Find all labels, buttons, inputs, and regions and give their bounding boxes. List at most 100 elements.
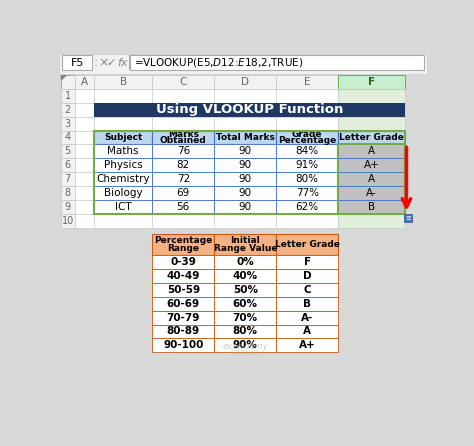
Bar bbox=[276, 172, 338, 186]
Bar bbox=[152, 172, 214, 186]
Bar bbox=[61, 145, 75, 158]
Bar bbox=[94, 172, 152, 186]
Bar bbox=[152, 339, 214, 352]
Bar bbox=[152, 311, 214, 325]
Text: 90: 90 bbox=[239, 146, 252, 156]
Bar bbox=[214, 297, 276, 311]
Bar bbox=[276, 145, 338, 158]
Text: F: F bbox=[304, 257, 311, 267]
Bar bbox=[214, 200, 276, 214]
Text: 90: 90 bbox=[239, 160, 252, 170]
Bar bbox=[61, 186, 75, 200]
Bar bbox=[152, 131, 214, 145]
Text: A+: A+ bbox=[299, 340, 316, 351]
Bar bbox=[75, 117, 94, 131]
Bar bbox=[94, 200, 152, 214]
Bar bbox=[338, 158, 405, 172]
Bar bbox=[276, 311, 338, 325]
Bar bbox=[214, 89, 276, 103]
Text: Subject: Subject bbox=[104, 133, 142, 142]
Text: 90%: 90% bbox=[233, 340, 258, 351]
Bar bbox=[338, 131, 405, 145]
Bar bbox=[276, 297, 338, 311]
Bar bbox=[152, 75, 214, 89]
Text: 90: 90 bbox=[239, 174, 252, 184]
Bar bbox=[338, 214, 405, 227]
Bar bbox=[338, 186, 405, 200]
Bar bbox=[214, 200, 276, 214]
Bar bbox=[214, 158, 276, 172]
Text: Initial: Initial bbox=[230, 236, 260, 245]
Text: 60%: 60% bbox=[233, 299, 258, 309]
Bar bbox=[338, 131, 405, 145]
Bar bbox=[214, 131, 276, 145]
Bar bbox=[276, 172, 338, 186]
Text: A-: A- bbox=[301, 313, 313, 322]
Text: 50%: 50% bbox=[233, 285, 258, 295]
Bar bbox=[61, 89, 75, 103]
Text: 80%: 80% bbox=[233, 326, 258, 336]
Text: fx: fx bbox=[118, 58, 128, 68]
Bar bbox=[94, 200, 152, 214]
Bar bbox=[338, 145, 405, 158]
Bar bbox=[94, 131, 152, 145]
Bar bbox=[276, 214, 338, 227]
Text: 72: 72 bbox=[177, 174, 190, 184]
Bar bbox=[152, 214, 214, 227]
Text: 40-49: 40-49 bbox=[166, 271, 200, 281]
Bar bbox=[214, 158, 276, 172]
Text: D: D bbox=[303, 271, 311, 281]
Bar bbox=[152, 283, 214, 297]
Text: 82: 82 bbox=[177, 160, 190, 170]
Bar bbox=[338, 117, 405, 131]
Bar bbox=[276, 186, 338, 200]
Text: 90: 90 bbox=[239, 202, 252, 212]
Text: ≡: ≡ bbox=[405, 215, 411, 221]
Bar bbox=[214, 339, 276, 352]
Text: A: A bbox=[303, 326, 311, 336]
Bar bbox=[152, 255, 214, 269]
Text: Obtained: Obtained bbox=[160, 136, 207, 145]
Text: Letter Grade: Letter Grade bbox=[339, 133, 404, 142]
Bar bbox=[75, 75, 405, 227]
Text: Percentage: Percentage bbox=[154, 236, 212, 245]
Text: Physics: Physics bbox=[104, 160, 143, 170]
Text: 77%: 77% bbox=[296, 188, 319, 198]
Bar bbox=[75, 145, 94, 158]
Text: 1: 1 bbox=[65, 91, 71, 101]
Text: B: B bbox=[303, 299, 311, 309]
Bar bbox=[61, 214, 75, 227]
Text: C: C bbox=[303, 285, 311, 295]
Bar bbox=[214, 145, 276, 158]
Bar bbox=[276, 339, 338, 352]
Bar bbox=[152, 200, 214, 214]
Text: 8: 8 bbox=[65, 188, 71, 198]
Text: 9: 9 bbox=[65, 202, 71, 212]
Text: 40%: 40% bbox=[233, 271, 258, 281]
Bar bbox=[338, 75, 405, 89]
Text: Letter Grade: Letter Grade bbox=[275, 240, 340, 249]
Text: 6: 6 bbox=[65, 160, 71, 170]
Bar bbox=[338, 145, 405, 158]
Text: F5: F5 bbox=[70, 58, 84, 68]
Bar bbox=[214, 255, 276, 269]
Bar bbox=[152, 297, 214, 311]
Bar bbox=[152, 117, 214, 131]
Bar bbox=[94, 131, 152, 145]
Text: Maths: Maths bbox=[108, 146, 139, 156]
Bar bbox=[94, 186, 152, 200]
Bar bbox=[75, 200, 94, 214]
Bar bbox=[214, 214, 276, 227]
Bar bbox=[94, 145, 152, 158]
Bar bbox=[276, 158, 338, 172]
Bar bbox=[276, 325, 338, 339]
Bar bbox=[276, 145, 338, 158]
Bar bbox=[130, 55, 423, 70]
Text: Range Value: Range Value bbox=[213, 244, 277, 253]
Bar bbox=[94, 145, 152, 158]
Bar bbox=[152, 234, 214, 255]
Bar bbox=[276, 200, 338, 214]
Bar bbox=[214, 186, 276, 200]
Text: ×: × bbox=[98, 56, 109, 69]
Text: =VLOOKUP(E5,$D$12:$E$18,2,TRUE): =VLOOKUP(E5,$D$12:$E$18,2,TRUE) bbox=[135, 56, 304, 69]
